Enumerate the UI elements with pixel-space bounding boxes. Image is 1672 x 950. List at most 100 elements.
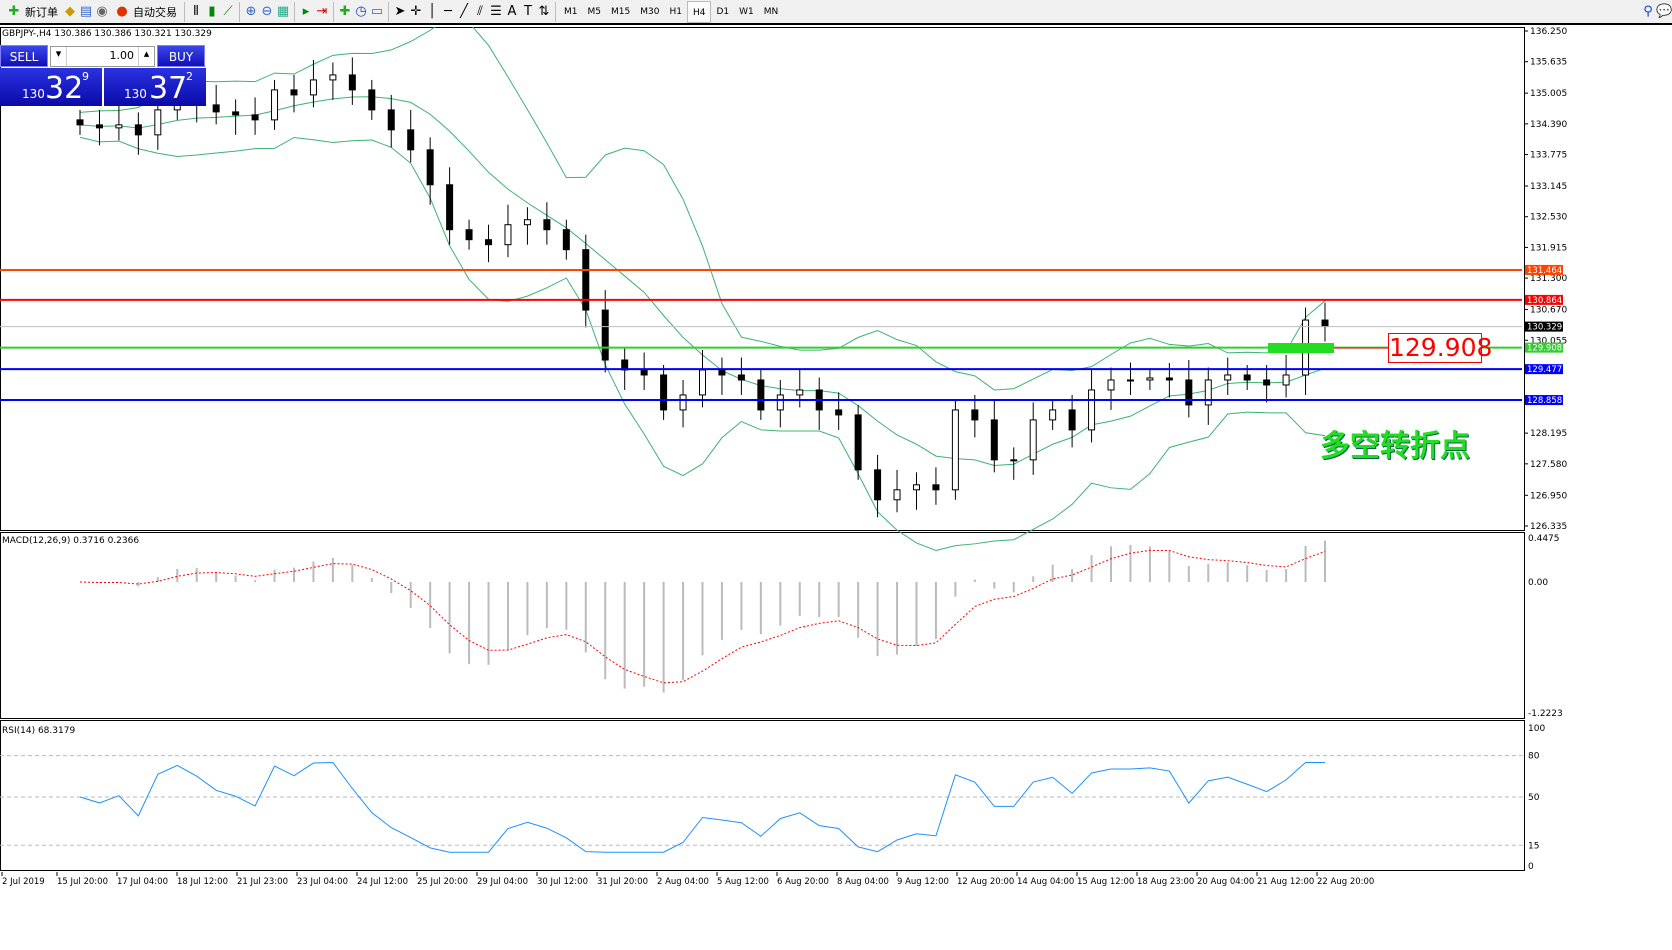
trendline-icon[interactable]: ╱ <box>460 3 468 19</box>
timeframe-d1[interactable]: D1 <box>716 6 730 17</box>
price-tick-label: 136.250 <box>1530 27 1567 37</box>
timeframe-m15[interactable]: M15 <box>611 6 631 17</box>
level-price-label: 130.864 <box>1527 296 1562 306</box>
autoscroll-icon[interactable]: ▸ <box>302 3 310 19</box>
bear-candle <box>251 114 259 121</box>
time-tick-label: 17 Jul 04:00 <box>117 877 168 887</box>
timeframe-h4[interactable]: H4 <box>686 0 712 23</box>
price-tick-label: 135.635 <box>1530 58 1567 68</box>
channel-icon[interactable]: ⫽ <box>477 3 483 19</box>
auto-trading-button[interactable]: ● 自动交易 <box>110 1 181 23</box>
gold-icon[interactable]: ◆ <box>65 3 75 19</box>
timeframe-m5[interactable]: M5 <box>587 6 602 17</box>
new-order-button[interactable]: ✚ 新订单 <box>2 1 62 23</box>
time-tick-label: 24 Jul 12:00 <box>357 877 408 887</box>
arrows-icon[interactable]: ⇅ <box>538 3 550 19</box>
bear-candle <box>387 109 395 131</box>
bear-candle <box>465 229 473 241</box>
zoom-out-icon[interactable]: ⊖ <box>261 3 273 19</box>
bear-candle <box>1263 379 1271 386</box>
bear-candle <box>660 374 668 411</box>
indicators-icon[interactable]: ✚ <box>339 3 351 19</box>
timeframe-w1[interactable]: W1 <box>739 6 754 17</box>
templates-icon[interactable]: ▭ <box>370 3 384 19</box>
auto-trading-icon: ● <box>116 3 128 19</box>
bear-candle <box>854 414 862 471</box>
tile-windows-icon[interactable]: ▦ <box>276 3 290 19</box>
horizontal-line-icon[interactable]: ─ <box>444 3 452 19</box>
price-tick-label: 128.195 <box>1530 429 1567 439</box>
chart-area[interactable]: 136.250 135.635 135.005 134.390 133.775 133.1… <box>0 27 1672 890</box>
time-tick-label: 15 Jul 20:00 <box>57 877 108 887</box>
bollinger-middle <box>79 96 1326 466</box>
bull-candle <box>1088 389 1096 431</box>
symbol-info: GBPJPY-,H4 130.386 130.386 130.321 130.3… <box>2 29 212 39</box>
bear-candle <box>1243 374 1251 381</box>
timeframe-m1[interactable]: M1 <box>564 6 578 17</box>
bear-candle <box>290 89 298 96</box>
text-icon[interactable]: A <box>507 3 517 19</box>
buy-button[interactable]: BUY <box>157 45 205 67</box>
time-tick-label: 30 Jul 12:00 <box>537 877 588 887</box>
timeframe-m30[interactable]: M30 <box>640 6 660 17</box>
time-tick-label: 21 Jul 23:00 <box>237 877 288 887</box>
bull-candle <box>1204 379 1212 406</box>
sell-button[interactable]: SELL <box>0 45 48 67</box>
bear-candle <box>737 374 745 381</box>
macd-axis-label: 0.00 <box>1528 578 1548 588</box>
buy-price[interactable]: 130 37 2 <box>104 68 206 106</box>
bear-candle <box>874 469 882 501</box>
timeframe-mn[interactable]: MN <box>763 6 779 17</box>
level-price-tag <box>1525 342 1563 353</box>
lot-increase-button[interactable]: ▴ <box>138 47 154 66</box>
price-tick-label: 131.915 <box>1530 243 1567 253</box>
zoom-in-icon[interactable]: ⊕ <box>245 3 257 19</box>
price-tick-label: 132.530 <box>1530 213 1567 223</box>
macd-label: MACD(12,26,9) 0.3716 0.2366 <box>2 536 139 546</box>
level-price-label: 128.858 <box>1527 396 1562 406</box>
bull-candle <box>1224 374 1232 381</box>
lot-decrease-button[interactable]: ▾ <box>51 47 67 66</box>
sell-price[interactable]: 130 32 9 <box>0 68 102 106</box>
clock-icon[interactable]: ◷ <box>355 3 367 19</box>
level-price-tag <box>1525 264 1563 275</box>
cursor-icon[interactable]: ➤ <box>394 3 406 19</box>
reversal-point-label[interactable]: 多空转折点 <box>1320 429 1470 464</box>
fibonacci-icon[interactable]: ☰ <box>490 3 502 19</box>
crosshair-icon[interactable]: ✛ <box>410 3 422 19</box>
bear-candle <box>368 89 376 111</box>
timeframe-h1[interactable]: H1 <box>669 6 682 17</box>
lot-value[interactable]: 1.00 <box>109 49 135 62</box>
level-price-label: 129.908 <box>1527 344 1562 354</box>
price-annotation[interactable]: 129.908 <box>1388 333 1493 363</box>
vertical-line-icon[interactable]: │ <box>428 3 436 19</box>
time-tick-label: 25 Jul 20:00 <box>417 877 468 887</box>
bear-candle <box>640 369 648 376</box>
time-tick-label: 20 Aug 04:00 <box>1197 877 1254 887</box>
divider <box>239 1 240 22</box>
time-tick-label: 18 Aug 23:00 <box>1137 877 1194 887</box>
price-tick-label: 130.055 <box>1530 336 1567 346</box>
text-label-icon[interactable]: T <box>524 3 532 19</box>
bar-chart-icon[interactable]: ⫴ <box>193 3 199 19</box>
new-order-icon: ✚ <box>8 3 20 19</box>
timeframe-bar: M1 M5 M15 M30 H1 H4 D1 W1 MN <box>559 0 783 23</box>
signal-icon[interactable]: ◉ <box>96 3 108 19</box>
rsi-axis-label: 100 <box>1528 724 1545 734</box>
bear-candle <box>971 409 979 421</box>
chart-shift-icon[interactable]: ⇥ <box>316 3 328 19</box>
price-tick-label: 126.335 <box>1530 522 1567 532</box>
chat-icon[interactable]: 💬 <box>1656 3 1672 19</box>
level-price-tag <box>1525 364 1563 375</box>
bear-candle <box>426 149 434 186</box>
level-price-label: 129.477 <box>1527 365 1562 375</box>
candlestick-icon[interactable]: ▮ <box>208 3 216 19</box>
search-icon[interactable]: ⚲ <box>1643 3 1653 19</box>
history-icon[interactable]: ▤ <box>79 3 93 19</box>
rsi-axis-label: 15 <box>1528 841 1539 851</box>
line-chart-icon[interactable]: ⟋ <box>223 3 233 19</box>
bull-candle <box>115 124 123 129</box>
bear-candle <box>407 129 415 151</box>
lot-size-field[interactable]: ▾ 1.00 ▴ <box>50 46 155 67</box>
bear-candle <box>1068 409 1076 431</box>
